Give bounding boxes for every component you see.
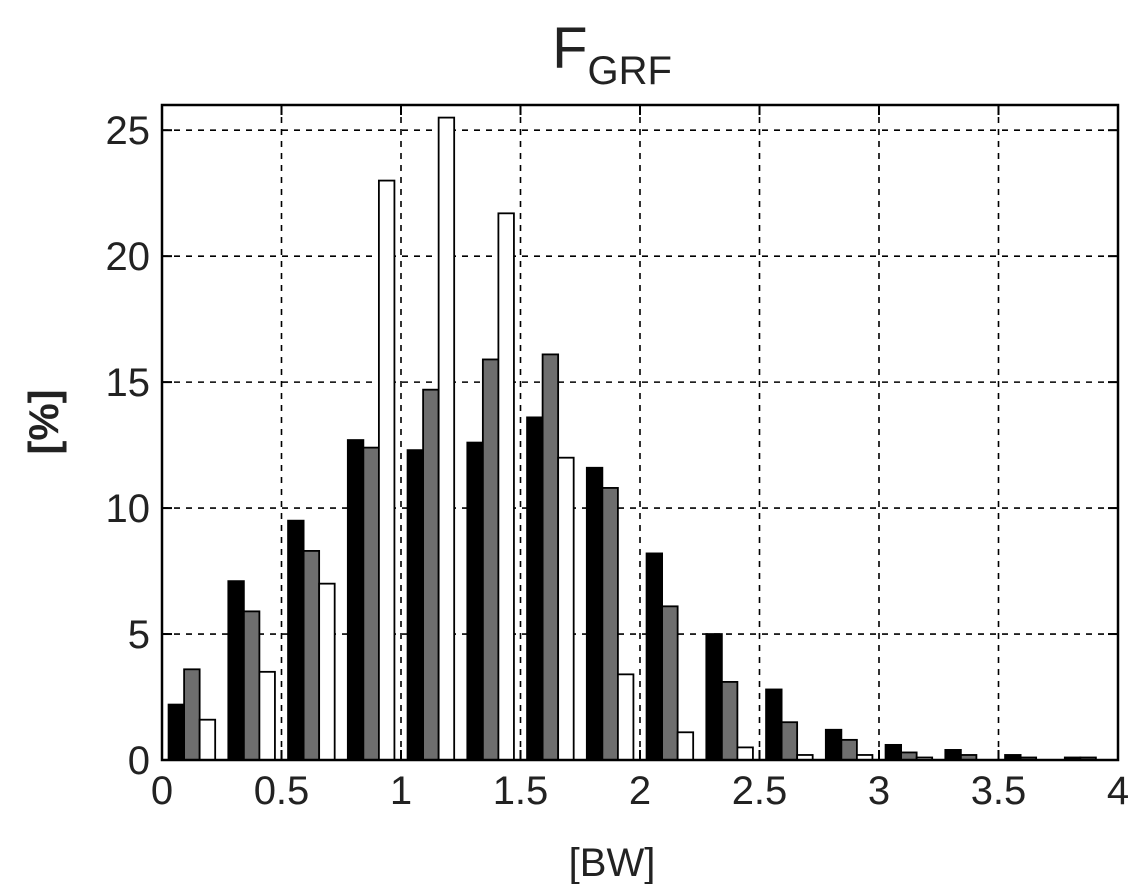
x-tick-label: 4 bbox=[1107, 769, 1129, 813]
bar bbox=[824, 728, 843, 761]
bar bbox=[661, 605, 679, 761]
bar bbox=[601, 487, 619, 761]
bar bbox=[720, 681, 739, 761]
bar bbox=[541, 353, 560, 761]
title-subscript: GRF bbox=[588, 49, 672, 93]
y-tick-label: 0 bbox=[128, 739, 150, 783]
bar bbox=[466, 441, 484, 761]
bar bbox=[497, 212, 515, 761]
tick-marks bbox=[161, 105, 1119, 761]
bar bbox=[526, 416, 544, 761]
x-tick-label: 2.5 bbox=[732, 769, 788, 813]
bar bbox=[705, 633, 723, 761]
y-tick-label: 10 bbox=[106, 487, 151, 531]
bar bbox=[884, 743, 903, 761]
bar bbox=[676, 731, 695, 761]
bar bbox=[736, 746, 754, 761]
bar bbox=[198, 718, 217, 761]
bar bbox=[406, 449, 425, 761]
x-tick-labels: 0 0.5 1 1.5 2 2.5 3 3.5 4 bbox=[151, 769, 1129, 813]
bar bbox=[302, 550, 321, 761]
bar bbox=[227, 580, 245, 761]
bar bbox=[258, 670, 276, 761]
y-axis-label: [%] bbox=[20, 389, 67, 454]
x-tick-label: 1 bbox=[390, 769, 412, 813]
bar bbox=[377, 179, 396, 761]
x-tick-label: 0.5 bbox=[254, 769, 310, 813]
bar bbox=[362, 446, 380, 761]
title-main: F bbox=[552, 16, 587, 81]
y-tick-label: 20 bbox=[106, 235, 151, 279]
bar bbox=[183, 668, 201, 761]
chart-title: FGRF bbox=[552, 16, 672, 93]
bar bbox=[557, 456, 575, 761]
bar bbox=[346, 439, 365, 761]
x-tick-label: 3.5 bbox=[971, 769, 1027, 813]
x-tick-label: 1.5 bbox=[493, 769, 549, 813]
bars bbox=[167, 116, 1097, 761]
bar bbox=[780, 721, 799, 761]
bar bbox=[944, 749, 962, 761]
x-tick-label: 3 bbox=[868, 769, 890, 813]
bar bbox=[422, 388, 440, 761]
bar bbox=[645, 552, 664, 761]
y-tick-label: 25 bbox=[106, 109, 151, 153]
bar bbox=[840, 738, 858, 761]
y-tick-labels: 0 5 10 15 20 25 bbox=[106, 109, 151, 783]
y-tick-label: 15 bbox=[106, 361, 151, 405]
bar bbox=[765, 688, 783, 761]
bar bbox=[167, 703, 186, 761]
bar bbox=[318, 582, 336, 761]
bar bbox=[242, 610, 261, 761]
x-axis-label: [BW] bbox=[569, 841, 656, 884]
bar bbox=[481, 358, 500, 761]
x-tick-label: 2 bbox=[629, 769, 651, 813]
y-tick-label: 5 bbox=[128, 613, 150, 657]
bar bbox=[585, 466, 604, 761]
x-tick-label: 0 bbox=[151, 769, 173, 813]
bar bbox=[437, 116, 456, 761]
bar bbox=[616, 673, 635, 761]
grid-lines bbox=[162, 105, 1118, 760]
bar bbox=[287, 519, 305, 761]
